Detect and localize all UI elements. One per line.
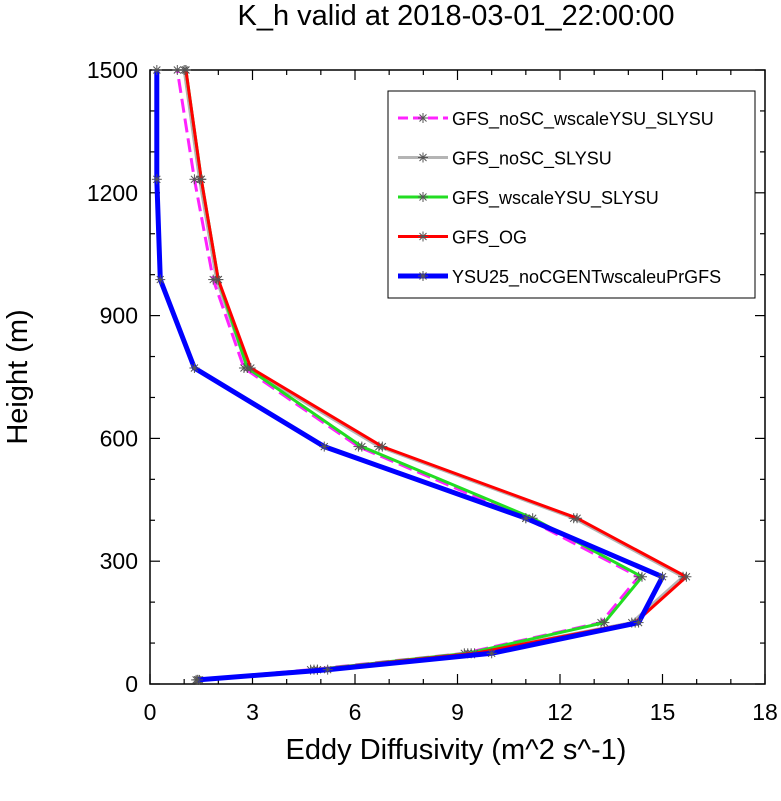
y-tick-label: 900: [100, 303, 138, 329]
data-point-marker: [172, 65, 183, 75]
y-axis-label: Height (m): [2, 309, 34, 444]
x-tick-label: 3: [246, 699, 259, 725]
data-point-marker: [599, 617, 610, 628]
data-point-marker: [151, 174, 162, 185]
y-tick-label: 300: [100, 548, 138, 574]
data-point-marker: [356, 441, 367, 452]
series-YSU25_noCGENTwscaleuPrGFS: [151, 65, 668, 685]
y-tick-label: 1200: [87, 180, 138, 206]
chart-title: K_h valid at 2018-03-01_22:00:00: [238, 0, 675, 32]
data-point-marker: [633, 617, 644, 628]
legend: GFS_noSC_wscaleYSU_SLYSU GFS_noSC_SLYSU GF…: [387, 90, 756, 299]
legend-label: YSU25_noCGENTwscaleuPrGFS: [452, 267, 721, 288]
y-tick-label: 600: [100, 425, 138, 451]
data-point-marker: [377, 441, 388, 452]
data-point-marker: [155, 274, 166, 285]
data-point-marker: [418, 113, 428, 123]
data-point-marker: [151, 65, 162, 75]
legend-label: GFS_noSC_wscaleYSU_SLYSU: [452, 109, 714, 130]
data-point-marker: [213, 274, 224, 285]
data-point-marker: [572, 513, 583, 524]
data-point-marker: [418, 231, 428, 242]
x-tick-label: 0: [144, 699, 157, 725]
axis-ticks: 0 3 6 9 12 15 18 0 300 600 900 1200 1500: [87, 57, 778, 725]
legend-label: GFS_OG: [452, 228, 527, 249]
legend-entry: YSU25_noCGENTwscaleuPrGFS: [398, 267, 721, 288]
data-point-marker: [637, 571, 647, 582]
legend-label: GFS_noSC_SLYSU: [452, 149, 612, 170]
data-point-marker: [245, 362, 256, 373]
data-point-marker: [319, 441, 330, 452]
data-point-marker: [180, 65, 191, 75]
legend-entry: GFS_noSC_SLYSU: [398, 149, 612, 170]
series-line: [175, 69, 641, 682]
x-tick-label: 15: [650, 699, 676, 725]
x-tick-label: 9: [451, 699, 464, 725]
x-axis-label: Eddy Diffusivity (m^2 s^-1): [286, 734, 627, 766]
series-lines: [151, 65, 692, 685]
y-tick-label: 1500: [87, 57, 138, 83]
x-tick-label: 18: [752, 699, 778, 725]
x-tick-label: 6: [349, 699, 362, 725]
data-point-marker: [520, 513, 531, 524]
data-point-marker: [189, 362, 200, 373]
legend-entry: GFS_OG: [398, 228, 527, 249]
data-point-marker: [418, 271, 428, 281]
data-point-marker: [322, 664, 333, 675]
data-point-marker: [418, 152, 428, 163]
legend-entry: GFS_noSC_wscaleYSU_SLYSU: [398, 109, 714, 130]
data-point-marker: [681, 571, 692, 582]
data-point-marker: [418, 192, 428, 202]
y-tick-label: 0: [125, 671, 138, 697]
data-point-marker: [192, 674, 203, 685]
data-point-marker: [196, 174, 207, 185]
legend-label: GFS_wscaleYSU_SLYSU: [452, 188, 659, 209]
legend-box: [387, 90, 756, 299]
x-tick-label: 12: [547, 699, 573, 725]
data-point-marker: [486, 648, 497, 659]
legend-entry: GFS_wscaleYSU_SLYSU: [398, 188, 659, 209]
data-point-marker: [657, 571, 668, 582]
